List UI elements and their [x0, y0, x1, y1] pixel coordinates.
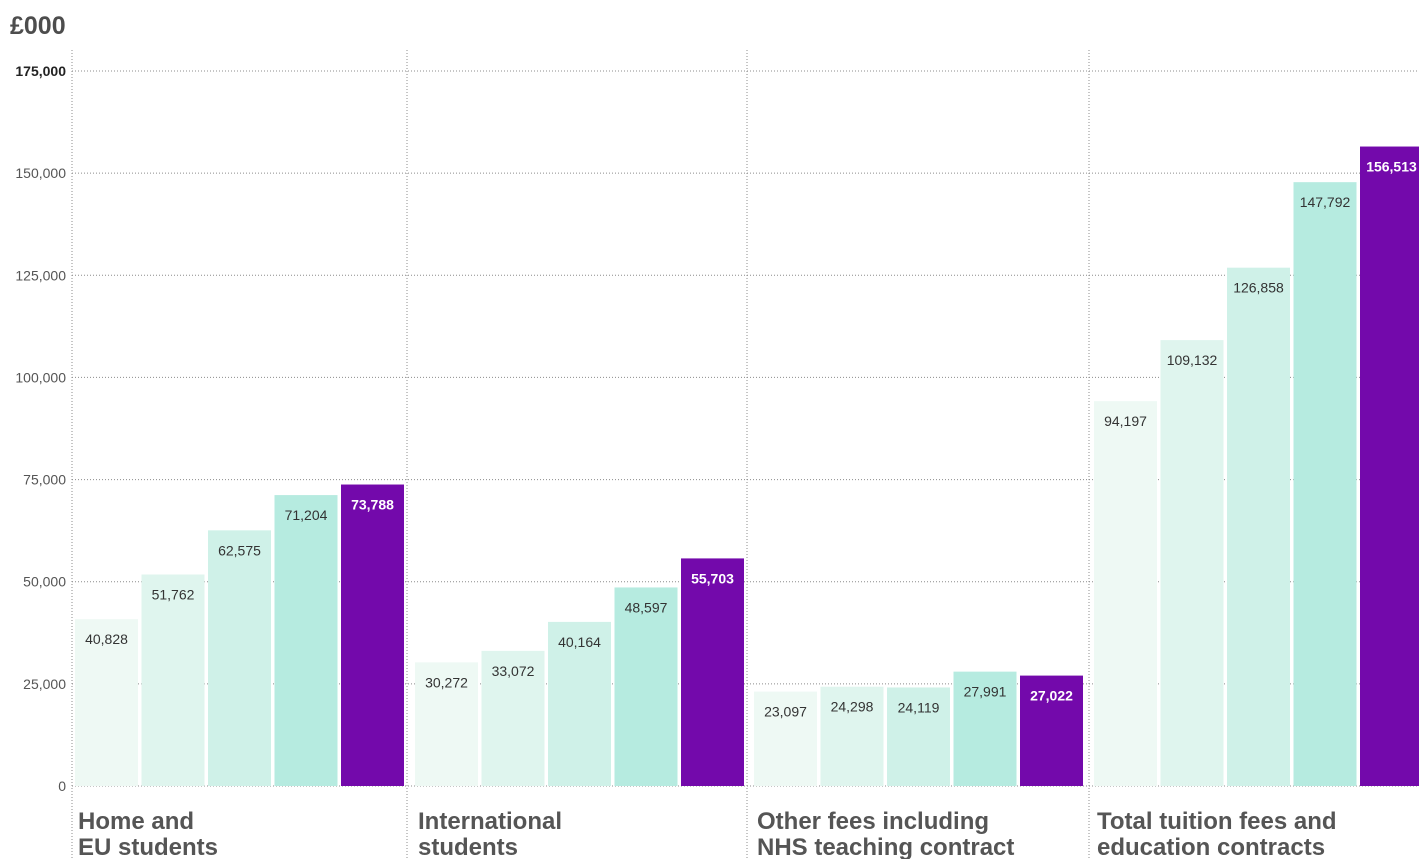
- bar: [415, 662, 478, 786]
- labels: 0 25,000 50,000 75,000 100,000 125,000 150,000…: [15, 63, 1417, 859]
- data-label: 24,298: [831, 699, 874, 715]
- y-tick-label: 125,000: [15, 267, 66, 283]
- bar: [1227, 267, 1290, 786]
- category-label: Total tuition fees and: [1097, 808, 1337, 835]
- bar: [754, 691, 817, 786]
- category-label: education contracts: [1097, 834, 1325, 859]
- bar: [1020, 675, 1083, 786]
- category-label: International: [418, 808, 562, 835]
- y-tick-label: 100,000: [15, 369, 66, 385]
- data-label: 24,119: [898, 699, 940, 715]
- data-label: 40,828: [85, 631, 128, 647]
- unit-label: £000: [10, 12, 66, 40]
- data-label: 27,991: [964, 684, 1007, 700]
- bar: [548, 621, 611, 786]
- category-label: NHS teaching contract: [757, 834, 1014, 859]
- data-label: 55,703: [691, 570, 734, 586]
- category-label: students: [418, 834, 518, 859]
- bar: [341, 484, 404, 786]
- bar: [681, 558, 744, 786]
- data-label: 23,097: [764, 704, 807, 720]
- data-label: 71,204: [285, 507, 328, 523]
- data-label: 73,788: [351, 497, 394, 513]
- bar: [820, 686, 884, 786]
- data-label: 51,762: [152, 587, 195, 603]
- y-tick-label: 25,000: [23, 676, 66, 692]
- data-label: 147,792: [1300, 194, 1351, 210]
- bar: [481, 650, 545, 786]
- data-label: 156,513: [1366, 159, 1417, 175]
- category-label: Other fees including: [757, 808, 989, 835]
- bar: [1293, 182, 1357, 786]
- data-label: 40,164: [558, 634, 601, 650]
- bar: [1160, 340, 1224, 786]
- data-label: 27,022: [1030, 688, 1073, 704]
- data-label: 62,575: [218, 542, 261, 558]
- y-tick-label: 75,000: [23, 472, 66, 488]
- bar: [1360, 146, 1419, 786]
- data-label: 48,597: [625, 599, 668, 615]
- bar: [75, 619, 138, 786]
- bar: [274, 495, 338, 786]
- bar: [887, 687, 950, 786]
- category-label: EU students: [78, 834, 218, 859]
- data-label: 126,858: [1233, 280, 1284, 296]
- bar: [208, 530, 271, 786]
- data-label: 30,272: [425, 674, 468, 690]
- bars: [75, 146, 1419, 786]
- bar: [141, 574, 205, 786]
- data-label: 33,072: [492, 663, 535, 679]
- y-tick-label: 50,000: [23, 574, 66, 590]
- category-label: Home and: [78, 808, 194, 835]
- bar: [614, 587, 678, 786]
- bar: [953, 671, 1017, 786]
- y-tick-label: 150,000: [15, 165, 66, 181]
- y-tick-label: 0: [58, 778, 66, 794]
- bar: [1094, 401, 1157, 786]
- data-label: 109,132: [1167, 352, 1218, 368]
- data-label: 94,197: [1104, 413, 1147, 429]
- y-tick-label: 175,000: [15, 63, 66, 79]
